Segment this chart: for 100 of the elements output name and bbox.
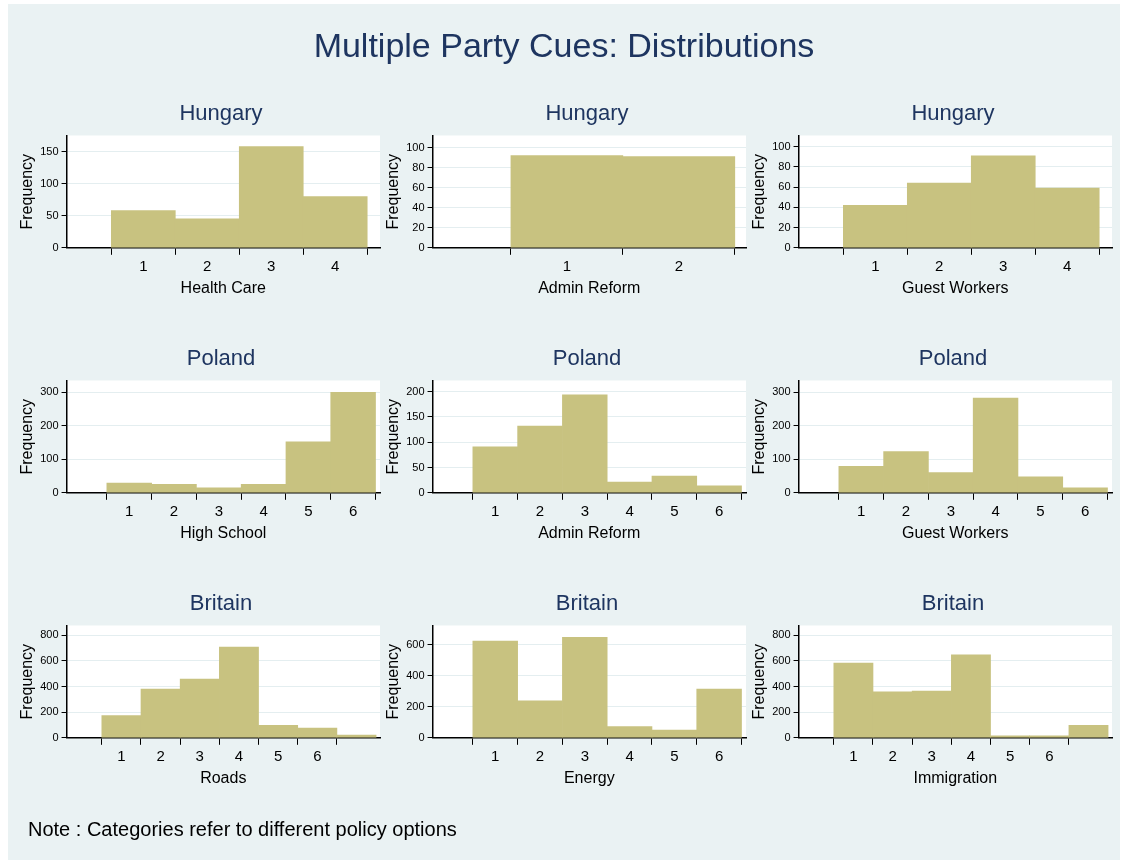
y-axis-title: Frequency: [18, 643, 36, 720]
x-tick-label: 2: [935, 256, 944, 274]
x-tick-label: 3: [214, 501, 223, 519]
y-axis-title: Frequency: [18, 153, 36, 230]
y-tick-label: 100: [772, 139, 791, 152]
y-tick-label: 200: [772, 705, 791, 718]
x-tick-label: 6: [714, 746, 724, 764]
y-tick-label: 300: [40, 385, 59, 398]
y-tick-label: 200: [772, 418, 791, 431]
x-tick-label: 4: [1063, 256, 1072, 274]
chart-title: Poland: [551, 345, 623, 371]
x-axis-title: Admin Reform: [538, 278, 641, 296]
x-tick-label: 1: [117, 746, 126, 764]
y-tick-label: 300: [772, 385, 791, 398]
y-tick-label: 400: [772, 679, 791, 692]
x-axis-title: Energy: [563, 768, 615, 786]
chart-title: Britain: [188, 590, 254, 616]
y-tick-label: 80: [412, 160, 425, 173]
y-axis-title: Frequency: [750, 643, 768, 720]
y-tick-label: 0: [52, 730, 59, 743]
chart-title: Britain: [554, 590, 620, 616]
x-tick-label: 4: [331, 256, 340, 274]
x-tick-label: 2: [156, 746, 165, 764]
x-tick-label: 2: [203, 256, 212, 274]
x-tick-label: 5: [304, 501, 313, 519]
y-tick-label: 400: [406, 668, 425, 681]
y-tick-label: 100: [40, 452, 59, 465]
x-tick-label: 2: [169, 501, 179, 519]
y-tick-label: 200: [40, 418, 59, 431]
y-tick-label: 80: [778, 159, 791, 172]
y-tick-label: 50: [46, 208, 59, 221]
x-axis-title: Guest Workers: [902, 278, 1009, 296]
y-tick-label: 200: [406, 384, 425, 397]
x-tick-label: 6: [714, 501, 724, 519]
y-tick-label: 800: [772, 628, 791, 641]
x-tick-label: 1: [857, 501, 866, 519]
y-tick-label: 0: [418, 485, 425, 498]
x-tick-label: 5: [273, 746, 283, 764]
chart-title: Britain: [920, 590, 986, 616]
chart-title: Hungary: [910, 100, 996, 126]
y-tick-label: 100: [406, 435, 425, 448]
x-tick-label: 6: [1045, 746, 1054, 764]
y-tick-label: 40: [778, 200, 791, 213]
x-tick-label: 3: [927, 746, 936, 764]
x-tick-label: 1: [125, 501, 134, 519]
x-tick-label: 2: [888, 746, 897, 764]
x-tick-label: 6: [313, 746, 322, 764]
x-tick-label: 1: [871, 256, 880, 274]
y-axis-title: Frequency: [750, 153, 768, 230]
x-tick-label: 5: [670, 746, 679, 764]
x-tick-label: 2: [901, 501, 911, 519]
x-axis-title: Guest Workers: [902, 523, 1009, 541]
y-tick-label: 150: [406, 410, 425, 423]
x-tick-label: 4: [625, 746, 634, 764]
x-tick-label: 1: [491, 501, 500, 519]
x-tick-label: 4: [259, 501, 268, 519]
y-tick-label: 0: [784, 485, 791, 498]
y-tick-label: 0: [52, 485, 59, 498]
x-tick-label: 3: [580, 501, 589, 519]
y-tick-label: 60: [778, 180, 791, 193]
y-tick-label: 40: [412, 200, 425, 213]
x-tick-label: 6: [1080, 501, 1090, 519]
y-axis-title: Frequency: [384, 643, 402, 720]
x-tick-label: 5: [1036, 501, 1045, 519]
y-tick-label: 400: [40, 679, 59, 692]
y-tick-label: 100: [40, 176, 59, 189]
x-tick-label: 1: [491, 746, 500, 764]
x-tick-label: 3: [580, 746, 589, 764]
y-tick-label: 600: [406, 637, 425, 650]
x-tick-label: 3: [946, 501, 955, 519]
y-tick-label: 50: [412, 460, 425, 473]
chart-title: Hungary: [178, 100, 264, 126]
y-tick-label: 100: [772, 452, 791, 465]
y-tick-label: 0: [418, 240, 425, 253]
y-tick-label: 20: [778, 220, 791, 233]
y-axis-title: Frequency: [750, 398, 768, 475]
y-tick-label: 0: [784, 730, 791, 743]
x-tick-label: 1: [562, 256, 572, 274]
x-axis-title: Admin Reform: [538, 523, 641, 541]
x-tick-label: 2: [535, 501, 545, 519]
x-tick-label: 3: [267, 256, 276, 274]
x-axis-title: Immigration: [913, 768, 998, 786]
y-tick-label: 100: [406, 140, 425, 153]
x-axis-title: Roads: [200, 768, 247, 786]
x-tick-label: 1: [139, 256, 148, 274]
x-tick-label: 4: [966, 746, 976, 764]
y-tick-label: 600: [772, 653, 791, 666]
x-axis-title: Health Care: [180, 278, 267, 296]
y-tick-label: 800: [40, 628, 59, 641]
chart-title: Poland: [185, 345, 257, 371]
text: Note : Categories refer to different policy options: [28, 818, 457, 841]
chart-title: Hungary: [544, 100, 630, 126]
x-tick-label: 6: [348, 501, 358, 519]
x-axis-title: High School: [180, 523, 267, 541]
y-axis-title: Frequency: [384, 398, 402, 475]
x-tick-label: 3: [999, 256, 1008, 274]
y-tick-label: 0: [52, 240, 59, 253]
x-tick-label: 2: [674, 256, 683, 274]
y-tick-label: 600: [40, 653, 59, 666]
y-tick-label: 200: [406, 699, 425, 712]
